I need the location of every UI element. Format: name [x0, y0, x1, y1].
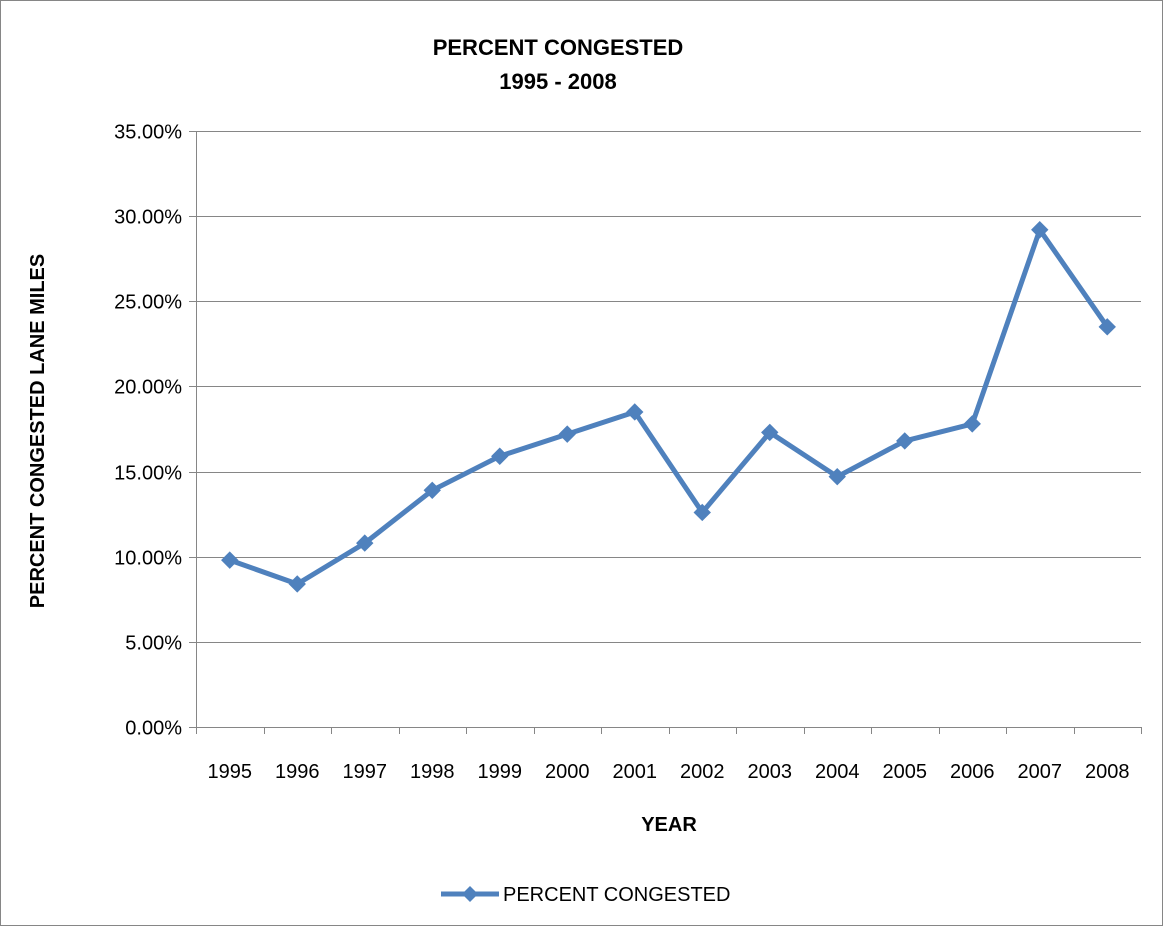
- data-point-marker: [626, 403, 644, 421]
- y-tick-label: 35.00%: [114, 122, 182, 144]
- series-layer: [221, 221, 1116, 593]
- x-tick-label: 2005: [883, 761, 928, 783]
- x-tick-label: 2004: [815, 761, 860, 783]
- x-axis-title: YEAR: [641, 814, 697, 836]
- data-point-marker: [963, 415, 981, 433]
- data-point-marker: [828, 467, 846, 486]
- x-tick-label: 2003: [748, 761, 793, 783]
- data-point-marker: [693, 503, 711, 522]
- y-tick-label: 10.00%: [114, 548, 182, 570]
- series-line: [227, 227, 1110, 587]
- x-tick-label: 1996: [275, 761, 320, 783]
- x-tick-labels: 1995 1996 1997 1998 1999 2000 2001 2002 2003 2004…: [208, 761, 1130, 783]
- x-tick-label: 1997: [343, 761, 388, 783]
- y-tick-label: 15.00%: [114, 463, 182, 485]
- x-tick-label: 2006: [950, 761, 995, 783]
- y-tick-label: 30.00%: [114, 207, 182, 229]
- data-point-marker: [288, 575, 306, 593]
- y-tick-label: 0.00%: [125, 718, 182, 740]
- data-point-marker: [491, 447, 509, 465]
- x-tick-label: 2000: [545, 761, 590, 783]
- x-tick-label: 2008: [1085, 761, 1130, 783]
- y-tick-labels: 0.00% 5.00% 10.00% 15.00% 20.00% 25.00% 30.00%…: [114, 122, 182, 740]
- chart-subtitle: 1995 - 2008: [499, 69, 616, 94]
- legend-marker-icon: [462, 886, 478, 902]
- data-point-marker: [356, 534, 374, 552]
- data-point-marker: [558, 425, 576, 443]
- x-tick-label: 2007: [1018, 761, 1063, 783]
- data-point-marker: [221, 551, 239, 569]
- x-tick-label: 1999: [478, 761, 523, 783]
- axes: [189, 131, 1142, 734]
- data-point-marker: [1098, 318, 1116, 336]
- x-tick-label: 2001: [613, 761, 658, 783]
- x-tick-label: 1998: [410, 761, 455, 783]
- legend-label: PERCENT CONGESTED: [503, 884, 730, 906]
- data-point-marker: [896, 432, 914, 450]
- data-point-marker: [423, 481, 441, 500]
- data-point-marker: [761, 423, 779, 442]
- legend: PERCENT CONGESTED: [441, 884, 730, 906]
- y-axis-title: PERCENT CONGESTED LANE MILES: [27, 254, 49, 608]
- x-tick-label: 2002: [680, 761, 725, 783]
- gridlines: [196, 131, 1141, 643]
- y-tick-label: 5.00%: [125, 633, 182, 655]
- x-tick-label: 1995: [208, 761, 253, 783]
- y-tick-label: 25.00%: [114, 292, 182, 314]
- chart-title: PERCENT CONGESTED: [433, 35, 684, 60]
- y-tick-label: 20.00%: [114, 377, 182, 399]
- data-point-marker: [1031, 221, 1049, 239]
